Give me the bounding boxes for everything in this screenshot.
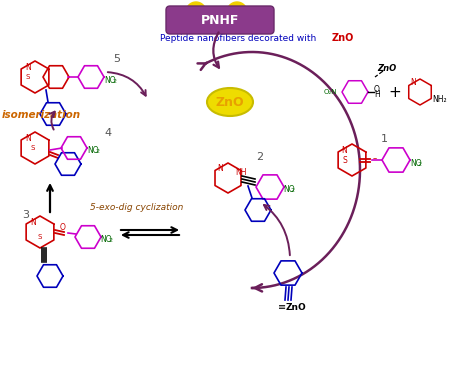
FancyBboxPatch shape bbox=[166, 6, 274, 34]
Text: N: N bbox=[30, 218, 36, 226]
Text: ZnO: ZnO bbox=[186, 7, 206, 17]
Text: NO: NO bbox=[87, 145, 99, 155]
Ellipse shape bbox=[207, 88, 253, 116]
Text: S: S bbox=[343, 155, 347, 165]
Text: ≡: ≡ bbox=[278, 302, 286, 312]
Text: NO: NO bbox=[283, 185, 295, 194]
Text: ZnO: ZnO bbox=[377, 64, 397, 73]
Text: 5: 5 bbox=[113, 54, 120, 64]
Text: 2: 2 bbox=[112, 79, 116, 84]
Text: 2: 2 bbox=[418, 162, 422, 167]
Text: NO: NO bbox=[410, 158, 422, 168]
Text: S: S bbox=[26, 74, 30, 80]
Text: 2: 2 bbox=[95, 149, 99, 154]
Text: isomerization: isomerization bbox=[2, 110, 81, 120]
Text: ZnO: ZnO bbox=[216, 95, 244, 108]
Text: 4: 4 bbox=[104, 128, 111, 138]
Text: 2: 2 bbox=[256, 152, 264, 162]
Text: O: O bbox=[60, 222, 66, 232]
Text: N: N bbox=[410, 77, 416, 87]
Text: 5-exo-dig cyclization: 5-exo-dig cyclization bbox=[90, 202, 183, 212]
Text: NO: NO bbox=[100, 235, 111, 243]
Text: N: N bbox=[25, 134, 31, 142]
Text: NH: NH bbox=[235, 168, 246, 176]
Circle shape bbox=[227, 2, 247, 22]
Text: N: N bbox=[341, 145, 347, 155]
Text: O: O bbox=[374, 84, 380, 94]
Text: 2: 2 bbox=[291, 188, 295, 193]
Text: 2: 2 bbox=[108, 238, 112, 243]
Text: –: – bbox=[373, 155, 377, 164]
Text: H: H bbox=[374, 90, 380, 98]
Text: N: N bbox=[25, 63, 31, 71]
Text: ZnO: ZnO bbox=[227, 7, 247, 17]
Text: +: + bbox=[389, 84, 401, 100]
Text: ZnO: ZnO bbox=[286, 303, 307, 312]
Text: NH₂: NH₂ bbox=[432, 94, 447, 104]
Text: S: S bbox=[38, 234, 42, 240]
Text: Peptide nanofibers decorated with: Peptide nanofibers decorated with bbox=[160, 34, 319, 43]
Text: PNHF: PNHF bbox=[201, 13, 239, 27]
Text: NO: NO bbox=[104, 75, 116, 84]
Text: ZnO: ZnO bbox=[332, 33, 355, 43]
Text: N: N bbox=[217, 164, 223, 172]
Text: 3: 3 bbox=[22, 210, 29, 220]
Text: S: S bbox=[31, 145, 35, 151]
Circle shape bbox=[186, 2, 206, 22]
Text: O₂N: O₂N bbox=[323, 89, 337, 95]
Text: 1: 1 bbox=[381, 134, 388, 144]
